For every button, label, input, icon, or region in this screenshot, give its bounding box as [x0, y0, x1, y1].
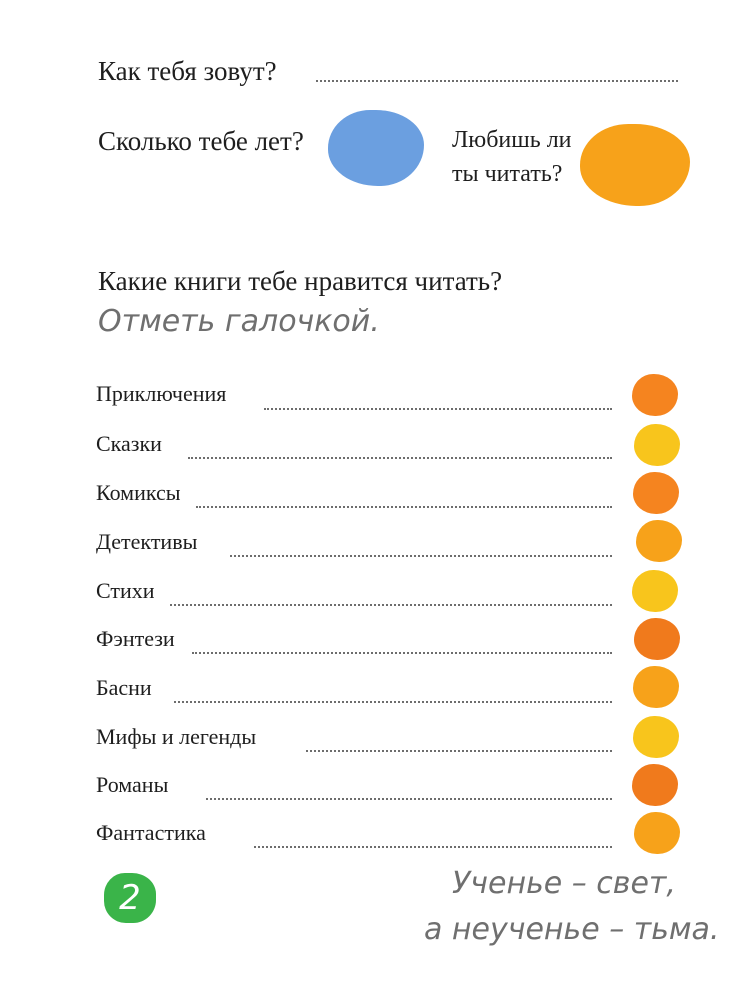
genre-line-novels [206, 798, 612, 800]
genre-checkbox-myths[interactable] [633, 716, 679, 758]
genre-checkbox-science-fiction[interactable] [634, 812, 680, 854]
genre-line-adventures [264, 408, 612, 410]
age-answer-blob[interactable] [328, 110, 424, 186]
love-reading-question-line1: Любишь ли [452, 127, 572, 153]
genre-label-adventures: Приключения [96, 381, 227, 406]
genre-line-comics [196, 506, 612, 508]
page-number-badge: 2 [104, 873, 156, 923]
genre-label-science-fiction: Фантастика [96, 820, 206, 845]
genre-checkbox-adventures[interactable] [632, 374, 678, 416]
genre-label-comics: Комиксы [96, 480, 181, 505]
age-question: Сколько тебе лет? [98, 126, 304, 156]
genre-checkbox-fantasy[interactable] [634, 618, 680, 660]
genre-line-fantasy [192, 652, 612, 654]
genre-label-myths: Мифы и легенды [96, 724, 257, 749]
genre-label-novels: Романы [96, 772, 169, 797]
genre-checkbox-fables[interactable] [633, 666, 679, 708]
genre-line-fables [174, 701, 612, 703]
genre-checkbox-poems[interactable] [632, 570, 678, 612]
proverb-line2: а неученье – тьма. [424, 912, 720, 947]
proverb-line1: Ученье – свет, [452, 866, 676, 901]
genre-line-myths [306, 750, 612, 752]
genre-checkbox-fairy-tales[interactable] [634, 424, 680, 466]
genre-label-fables: Басни [96, 675, 152, 700]
genre-checkbox-detectives[interactable] [636, 520, 682, 562]
name-question: Как тебя зовут? [98, 56, 277, 86]
genre-line-fairy-tales [188, 457, 612, 459]
name-answer-line[interactable] [316, 80, 678, 82]
genre-checkbox-novels[interactable] [632, 764, 678, 806]
books-heading: Какие книги тебе нравится читать? [98, 266, 503, 296]
genre-label-fairy-tales: Сказки [96, 431, 162, 456]
books-instruction: Отметь галочкой. [98, 304, 380, 339]
love-reading-question-line2: ты читать? [452, 161, 563, 187]
genre-line-science-fiction [254, 846, 612, 848]
genre-line-detectives [230, 555, 612, 557]
genre-label-poems: Стихи [96, 578, 155, 603]
genre-line-poems [170, 604, 612, 606]
genre-label-detectives: Детективы [96, 529, 198, 554]
genre-label-fantasy: Фэнтези [96, 626, 175, 651]
love-reading-answer-blob[interactable] [580, 124, 690, 206]
genre-checkbox-comics[interactable] [633, 472, 679, 514]
